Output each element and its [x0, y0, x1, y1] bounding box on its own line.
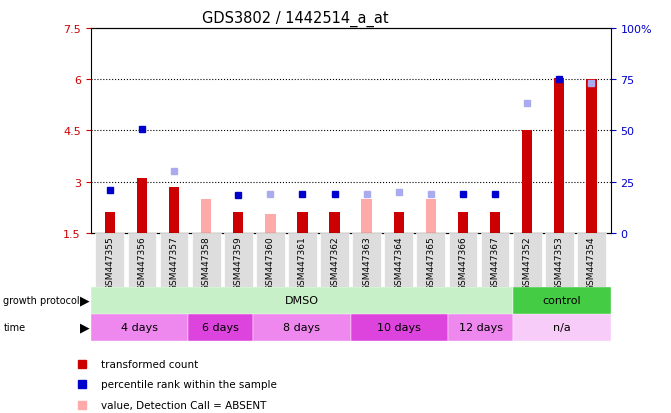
Bar [233, 213, 244, 233]
FancyBboxPatch shape [577, 233, 606, 287]
Text: 6 days: 6 days [202, 322, 239, 332]
Text: 4 days: 4 days [121, 322, 158, 332]
Bar [137, 179, 147, 233]
Bar [490, 213, 501, 233]
Text: GSM447362: GSM447362 [330, 236, 339, 290]
FancyBboxPatch shape [160, 233, 189, 287]
Text: ▶: ▶ [80, 321, 89, 334]
Text: transformed count: transformed count [101, 359, 198, 369]
Text: GSM447354: GSM447354 [587, 236, 596, 290]
Bar [458, 213, 468, 233]
Bar [253, 314, 350, 341]
Text: ▶: ▶ [80, 294, 89, 307]
FancyBboxPatch shape [384, 233, 413, 287]
Text: GSM447356: GSM447356 [138, 236, 146, 291]
Text: GSM447353: GSM447353 [555, 236, 564, 291]
FancyBboxPatch shape [513, 233, 541, 287]
Text: GSM447361: GSM447361 [298, 236, 307, 291]
Text: GSM447365: GSM447365 [426, 236, 435, 291]
FancyBboxPatch shape [95, 233, 124, 287]
FancyBboxPatch shape [256, 233, 285, 287]
Text: GSM447366: GSM447366 [458, 236, 468, 291]
Text: GSM447359: GSM447359 [234, 236, 243, 291]
Bar [513, 314, 611, 341]
Bar [201, 199, 211, 233]
Text: percentile rank within the sample: percentile rank within the sample [101, 380, 276, 389]
FancyBboxPatch shape [417, 233, 446, 287]
FancyBboxPatch shape [224, 233, 253, 287]
Bar [448, 314, 513, 341]
FancyBboxPatch shape [352, 233, 381, 287]
Bar [586, 80, 597, 233]
Bar [394, 213, 404, 233]
FancyBboxPatch shape [288, 233, 317, 287]
Bar [350, 314, 448, 341]
Text: time: time [3, 322, 25, 332]
Text: GSM447352: GSM447352 [523, 236, 531, 290]
Text: control: control [543, 295, 581, 306]
Bar [105, 213, 115, 233]
Text: GDS3802 / 1442514_a_at: GDS3802 / 1442514_a_at [202, 10, 389, 26]
Text: DMSO: DMSO [285, 295, 319, 306]
Bar [188, 314, 253, 341]
Text: n/a: n/a [553, 322, 571, 332]
Text: growth protocol: growth protocol [3, 295, 80, 306]
Text: 12 days: 12 days [458, 322, 503, 332]
FancyBboxPatch shape [480, 233, 509, 287]
FancyBboxPatch shape [545, 233, 574, 287]
Bar [329, 213, 340, 233]
Bar [554, 78, 564, 233]
Text: GSM447360: GSM447360 [266, 236, 275, 291]
Bar [265, 215, 276, 233]
Text: 8 days: 8 days [283, 322, 320, 332]
Text: 10 days: 10 days [377, 322, 421, 332]
Bar [91, 314, 188, 341]
Text: GSM447367: GSM447367 [491, 236, 499, 291]
Bar [425, 199, 436, 233]
FancyBboxPatch shape [192, 233, 221, 287]
Text: GSM447357: GSM447357 [170, 236, 178, 291]
Text: GSM447355: GSM447355 [105, 236, 114, 291]
FancyBboxPatch shape [320, 233, 349, 287]
FancyBboxPatch shape [127, 233, 156, 287]
Bar [362, 199, 372, 233]
Bar [522, 131, 532, 233]
Text: GSM447363: GSM447363 [362, 236, 371, 291]
Bar [513, 287, 611, 314]
Bar [297, 213, 307, 233]
Bar [91, 287, 513, 314]
FancyBboxPatch shape [448, 233, 477, 287]
Text: GSM447364: GSM447364 [395, 236, 403, 290]
Text: value, Detection Call = ABSENT: value, Detection Call = ABSENT [101, 400, 266, 410]
Bar [169, 188, 179, 233]
Text: GSM447358: GSM447358 [202, 236, 211, 291]
